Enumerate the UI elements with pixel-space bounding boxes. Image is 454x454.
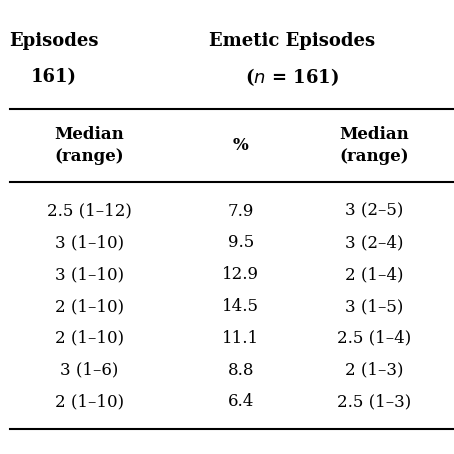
Text: 2.5 (1–3): 2.5 (1–3) [337,393,411,410]
Text: 2 (1–10): 2 (1–10) [55,393,124,410]
Text: ($n$ = 161): ($n$ = 161) [245,66,339,88]
Text: 3 (1–10): 3 (1–10) [55,234,124,252]
Text: Episodes: Episodes [9,32,99,50]
Text: 12.9: 12.9 [222,266,259,283]
Text: 3 (2–5): 3 (2–5) [345,202,403,220]
Text: %: % [233,137,248,154]
Text: 3 (2–4): 3 (2–4) [345,234,403,252]
Text: 2 (1–4): 2 (1–4) [345,266,403,283]
Text: 2 (1–10): 2 (1–10) [55,330,124,347]
Text: Emetic Episodes: Emetic Episodes [209,32,375,50]
Text: 11.1: 11.1 [222,330,259,347]
Text: 3 (1–5): 3 (1–5) [345,298,403,315]
Text: 14.5: 14.5 [222,298,259,315]
Text: 6.4: 6.4 [227,393,254,410]
Text: 3 (1–10): 3 (1–10) [55,266,124,283]
Text: 2 (1–3): 2 (1–3) [345,361,403,379]
Text: 9.5: 9.5 [227,234,254,252]
Text: 161): 161) [31,68,77,86]
Text: 3 (1–6): 3 (1–6) [60,361,119,379]
Text: 2.5 (1–4): 2.5 (1–4) [337,330,411,347]
Text: 7.9: 7.9 [227,202,254,220]
Text: Median
(range): Median (range) [54,126,124,165]
Text: Median
(range): Median (range) [339,126,409,165]
Text: 8.8: 8.8 [227,361,254,379]
Text: 2.5 (1–12): 2.5 (1–12) [47,202,132,220]
Text: 2 (1–10): 2 (1–10) [55,298,124,315]
